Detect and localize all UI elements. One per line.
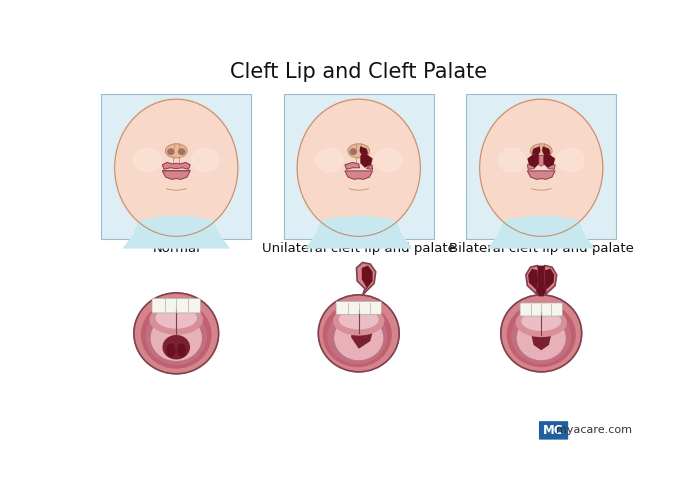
Ellipse shape [480, 98, 603, 237]
FancyBboxPatch shape [520, 303, 562, 316]
Ellipse shape [167, 344, 175, 356]
Ellipse shape [328, 310, 386, 364]
Polygon shape [162, 162, 190, 170]
Polygon shape [527, 154, 540, 168]
Ellipse shape [178, 149, 185, 154]
Ellipse shape [151, 316, 202, 360]
Ellipse shape [132, 148, 162, 172]
Ellipse shape [297, 100, 420, 236]
Polygon shape [360, 146, 368, 156]
Ellipse shape [374, 148, 402, 172]
Ellipse shape [146, 308, 206, 364]
Ellipse shape [517, 316, 565, 360]
Ellipse shape [316, 148, 344, 172]
Ellipse shape [373, 148, 402, 172]
Bar [284, 94, 434, 238]
Ellipse shape [178, 344, 186, 356]
Ellipse shape [556, 148, 584, 172]
Polygon shape [345, 162, 360, 170]
Polygon shape [542, 146, 550, 156]
Text: Bilateral cleft lip and palate: Bilateral cleft lip and palate [449, 242, 634, 255]
Ellipse shape [323, 304, 391, 366]
Ellipse shape [498, 148, 526, 172]
Ellipse shape [335, 316, 383, 360]
Bar [102, 94, 251, 238]
Ellipse shape [163, 336, 189, 359]
Polygon shape [122, 216, 230, 248]
Ellipse shape [115, 98, 238, 237]
Polygon shape [495, 218, 587, 245]
Ellipse shape [512, 310, 570, 364]
Polygon shape [487, 216, 595, 248]
Ellipse shape [150, 305, 202, 334]
Bar [466, 94, 616, 238]
Ellipse shape [500, 295, 582, 372]
Polygon shape [351, 310, 374, 349]
Polygon shape [367, 164, 372, 170]
Polygon shape [527, 164, 534, 170]
Ellipse shape [361, 149, 368, 154]
Polygon shape [527, 171, 555, 179]
Polygon shape [548, 164, 555, 170]
Ellipse shape [334, 307, 384, 335]
Ellipse shape [156, 308, 196, 328]
FancyBboxPatch shape [539, 421, 568, 440]
Polygon shape [362, 266, 372, 291]
Ellipse shape [531, 144, 552, 158]
FancyBboxPatch shape [152, 298, 200, 313]
Polygon shape [540, 266, 557, 295]
Ellipse shape [522, 312, 561, 330]
Ellipse shape [508, 304, 575, 366]
Text: Unilateral cleft lip and palate: Unilateral cleft lip and palate [262, 242, 456, 255]
Ellipse shape [133, 148, 161, 172]
Polygon shape [539, 156, 543, 166]
Polygon shape [345, 171, 372, 179]
Ellipse shape [315, 148, 344, 172]
Ellipse shape [165, 144, 187, 158]
Ellipse shape [192, 148, 219, 172]
Ellipse shape [556, 148, 585, 172]
Polygon shape [537, 266, 546, 296]
Ellipse shape [348, 144, 370, 158]
Polygon shape [312, 218, 405, 245]
Ellipse shape [297, 98, 420, 237]
FancyBboxPatch shape [336, 302, 382, 314]
Text: Cleft Lip and Cleft Palate: Cleft Lip and Cleft Palate [230, 62, 487, 82]
Text: Normal: Normal [153, 242, 200, 255]
Ellipse shape [168, 149, 174, 154]
Ellipse shape [497, 148, 526, 172]
Polygon shape [545, 268, 554, 290]
Polygon shape [360, 154, 372, 168]
Ellipse shape [533, 149, 539, 154]
Polygon shape [305, 216, 413, 248]
Ellipse shape [350, 149, 356, 154]
Polygon shape [532, 146, 540, 156]
Polygon shape [162, 171, 190, 179]
Ellipse shape [516, 308, 566, 336]
Polygon shape [526, 266, 543, 295]
Polygon shape [130, 218, 223, 245]
Text: myacare.com: myacare.com [556, 426, 631, 436]
Ellipse shape [480, 100, 603, 236]
Ellipse shape [115, 100, 238, 236]
Polygon shape [530, 312, 553, 350]
Ellipse shape [543, 149, 550, 154]
Ellipse shape [340, 310, 378, 328]
Text: MC: MC [543, 424, 564, 437]
Polygon shape [356, 262, 376, 295]
Ellipse shape [318, 295, 399, 372]
Ellipse shape [141, 302, 211, 368]
Ellipse shape [134, 293, 218, 374]
Polygon shape [528, 268, 538, 290]
Polygon shape [542, 154, 555, 168]
Ellipse shape [191, 148, 220, 172]
